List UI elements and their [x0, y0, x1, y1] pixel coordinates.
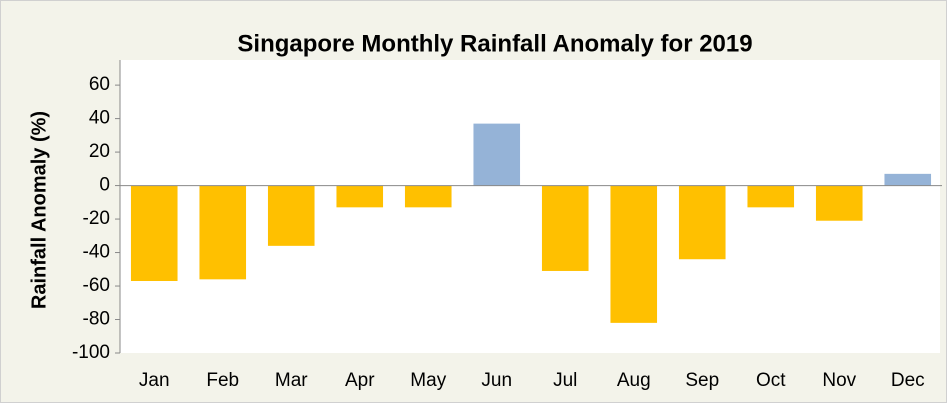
x-tick-label: Feb	[206, 370, 239, 391]
plot-area	[120, 60, 940, 353]
bar	[884, 173, 932, 186]
y-tick-label: -80	[83, 309, 110, 330]
x-tick-label: Oct	[756, 370, 786, 391]
y-tick-label: 60	[89, 74, 110, 95]
y-tick-label: 40	[89, 108, 110, 129]
x-tick-label: Mar	[275, 370, 308, 391]
bar	[610, 185, 658, 323]
x-tick-label: Jun	[481, 370, 512, 391]
x-tick-label: May	[410, 370, 446, 391]
bar	[336, 185, 384, 208]
bar	[199, 185, 247, 280]
y-tick-label: 0	[99, 175, 110, 196]
x-tick-label: Jul	[553, 370, 577, 391]
bar	[815, 185, 863, 221]
chart-title: Singapore Monthly Rainfall Anomaly for 2…	[237, 30, 752, 57]
y-tick-label: -20	[83, 208, 110, 229]
bar	[130, 185, 178, 282]
y-axis-label: Rainfall Anomaly (%)	[28, 111, 50, 309]
x-tick-label: Apr	[345, 370, 375, 391]
y-tick-label: -60	[83, 275, 110, 296]
bar	[404, 185, 452, 208]
x-tick-label: Aug	[617, 370, 651, 391]
x-tick-label: Dec	[891, 370, 925, 391]
y-tick-label: -40	[83, 242, 110, 263]
y-tick-label: -100	[72, 342, 110, 363]
y-tick-label: 20	[89, 141, 110, 162]
x-tick-label: Sep	[685, 370, 719, 391]
bar	[473, 123, 521, 186]
bar	[541, 185, 589, 271]
x-tick-label: Nov	[822, 370, 856, 391]
bar	[747, 185, 795, 208]
bar	[267, 185, 315, 246]
x-tick-label: Jan	[139, 370, 170, 391]
bar	[678, 185, 726, 260]
